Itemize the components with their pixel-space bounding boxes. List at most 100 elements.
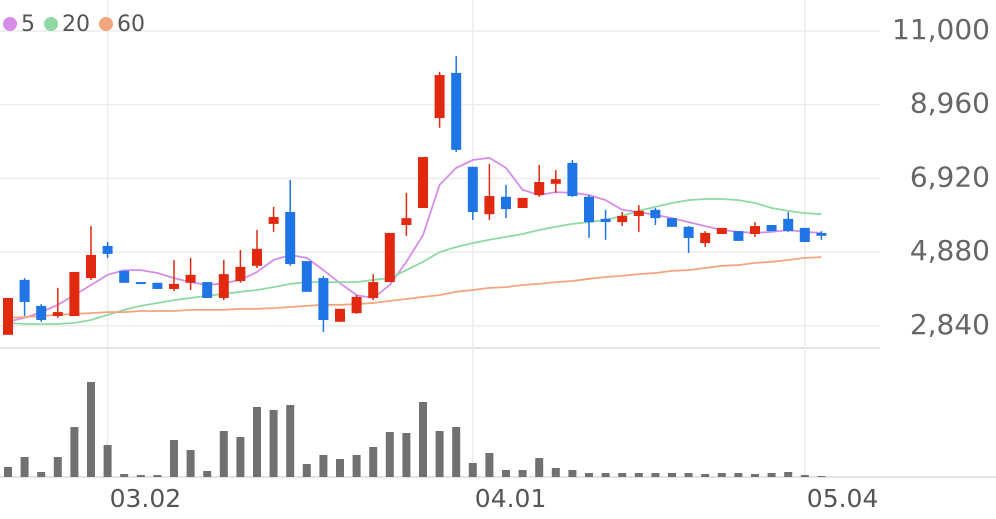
volume-bar [203,471,212,477]
candle-body [285,211,296,265]
volume-bar [103,445,112,477]
candle-body [252,248,262,266]
candle-body [318,278,329,321]
candle-body [484,196,495,215]
candle-body [451,72,462,150]
candle-body [268,217,279,224]
candle-body [600,218,611,223]
candle-body [799,227,810,242]
volume-bar [253,407,261,477]
candle-body [3,297,13,335]
candle-body [102,245,113,254]
volume-bar [269,410,278,477]
candle-body [766,224,777,232]
candle-body [368,282,379,298]
y-tick-label: 8,960 [910,87,990,120]
volume-bar [435,431,444,477]
x-tick-label: 04.01 [475,484,547,513]
volume-bar [37,472,46,477]
volume-bar [651,473,660,477]
candle-body [52,312,63,317]
volume-bar [452,427,461,477]
candle-body [567,162,578,197]
candle-body [401,218,412,225]
candle-body [218,274,229,298]
candle-body [650,209,661,219]
candle-body [716,227,727,235]
volume-bar [87,382,95,477]
volume-bar [4,467,12,477]
candle-body [19,279,30,302]
ma-line [7,198,822,325]
volume-bar [20,457,29,477]
volume-bar [551,468,560,477]
volume-bar [336,459,344,477]
y-tick-label: 6,920 [910,160,990,193]
legend-label: 20 [62,12,90,37]
volume-bar [302,464,311,477]
candle-body [534,182,545,196]
candle-body [683,226,694,238]
candle-body [783,218,794,232]
volume-bar [800,475,809,477]
volume-bar [419,402,427,477]
volume-bar [468,463,477,477]
legend-label: 5 [21,12,35,37]
volume-bar [385,432,394,477]
volume-bar [701,474,710,477]
x-tick-label: 05.04 [807,484,879,513]
candle-body [501,196,511,210]
volume-bar [634,473,643,477]
candle-body [617,215,628,223]
volume-bar [734,473,743,477]
volume-bar [319,455,328,477]
y-tick-label: 4,880 [910,234,990,267]
volume-bar [684,473,693,477]
volume-bar [668,473,676,477]
candle-body [235,266,246,281]
candle-body [119,270,130,283]
candle-body [816,232,827,236]
volume-bar [186,450,195,477]
candle-body [69,271,80,317]
volume-bar [585,473,593,477]
candle-body [152,282,163,289]
candle-body [733,231,744,241]
candle-body [418,157,428,209]
candle-body [517,197,528,209]
volume-bar [286,405,295,477]
candle-body [202,282,213,298]
ma-line [7,256,822,319]
volume-bar [236,437,245,477]
y-tick-label: 2,840 [910,308,990,341]
candle-body [135,282,146,285]
volume-bar [369,447,378,477]
candle-body [169,283,179,289]
volume-bar [767,473,776,477]
candle-body [434,75,445,119]
legend-marker [99,17,113,31]
volume-bar [485,453,494,477]
candle-body [335,308,345,322]
legend-marker [44,17,58,31]
candle-body [467,166,478,212]
candle-body [750,226,760,235]
legend-label: 60 [117,12,145,37]
volume-bar [352,455,361,477]
volume-bar [717,473,726,477]
volume-bar [568,470,577,477]
volume-bar [170,440,178,477]
volume-bar [817,476,826,477]
volume-bar [518,470,527,477]
volume-bar [535,458,544,477]
candle-body [633,210,644,216]
volume-bar [153,475,162,477]
candle-body [301,261,312,292]
volume-bar [502,470,510,477]
volume-bar [219,431,228,477]
x-tick-label: 03.02 [110,484,182,513]
candle-body [667,218,677,227]
candle-body [384,232,395,283]
